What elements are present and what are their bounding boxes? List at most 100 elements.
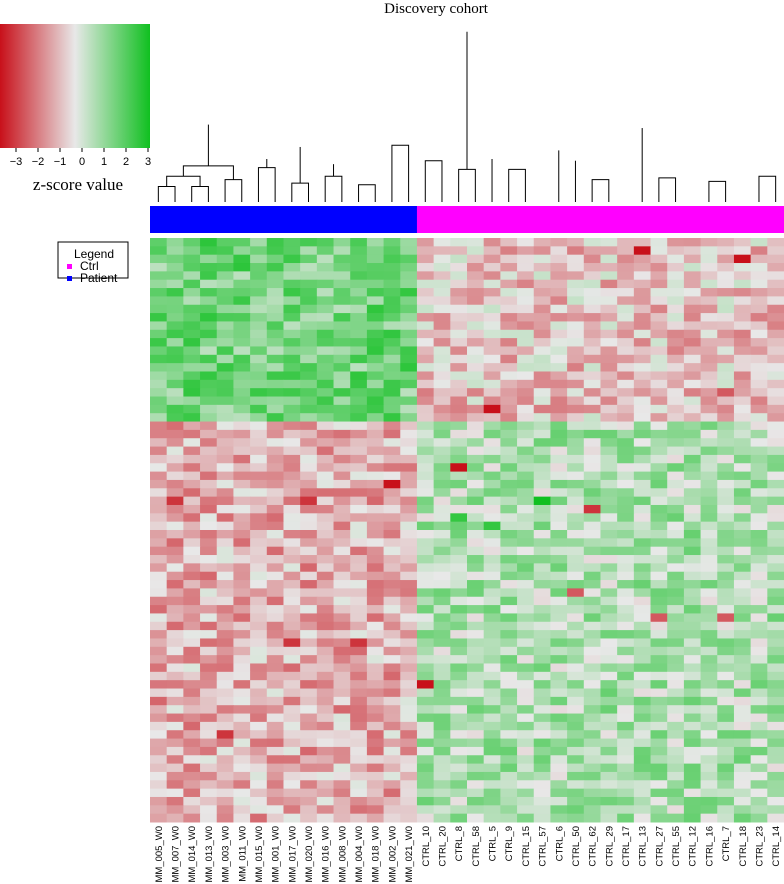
heatmap-cell bbox=[233, 813, 251, 823]
heatmap-cell bbox=[633, 596, 652, 606]
heatmap-cell bbox=[750, 288, 768, 297]
heatmap-cell bbox=[400, 263, 418, 272]
heatmap-cell bbox=[283, 813, 301, 823]
heatmap-cell bbox=[433, 504, 451, 514]
heatmap-cell bbox=[700, 496, 718, 506]
heatmap-cell bbox=[517, 530, 535, 539]
heatmap-cell bbox=[583, 538, 601, 548]
heatmap-cell bbox=[250, 588, 268, 598]
heatmap-cell bbox=[467, 454, 485, 464]
heatmap-cell bbox=[266, 304, 284, 314]
heatmap-cell bbox=[283, 338, 301, 347]
heatmap-cell bbox=[617, 363, 635, 372]
heatmap-cell bbox=[383, 813, 401, 823]
heatmap-cell bbox=[700, 780, 718, 790]
heatmap-cell bbox=[667, 238, 685, 247]
heatmap-cell bbox=[350, 246, 368, 256]
heatmap-cell bbox=[216, 513, 234, 523]
heatmap-cell bbox=[366, 730, 385, 740]
heatmap-cell bbox=[233, 271, 251, 281]
heatmap-cell bbox=[400, 596, 418, 606]
heatmap-cell bbox=[316, 288, 335, 297]
heatmap-cell bbox=[550, 338, 568, 347]
heatmap-cell bbox=[200, 630, 218, 639]
heatmap-cell bbox=[733, 471, 752, 481]
column-label: CTRL_18 bbox=[738, 826, 749, 867]
heatmap-cell bbox=[316, 346, 335, 356]
heatmap-cell bbox=[216, 763, 234, 773]
heatmap-cells bbox=[150, 238, 784, 823]
heatmap-cell bbox=[166, 788, 184, 798]
heatmap-cell bbox=[333, 396, 351, 406]
heatmap-cell bbox=[717, 721, 735, 731]
heatmap-cell bbox=[767, 354, 784, 364]
heatmap-cell bbox=[717, 421, 735, 431]
heatmap-cell bbox=[567, 371, 585, 381]
heatmap-cell bbox=[316, 338, 335, 347]
heatmap-cell bbox=[350, 713, 368, 723]
heatmap-cell bbox=[350, 446, 368, 456]
heatmap-cell bbox=[717, 713, 735, 723]
heatmap-cell bbox=[350, 730, 368, 740]
heatmap-cell bbox=[350, 454, 368, 464]
heatmap-cell bbox=[283, 463, 301, 473]
heatmap-cell bbox=[350, 313, 368, 322]
heatmap-cell bbox=[650, 555, 668, 564]
heatmap-cell bbox=[567, 413, 585, 423]
heatmap-cell bbox=[567, 688, 585, 698]
heatmap-cell bbox=[250, 705, 268, 715]
heatmap-cell bbox=[283, 238, 301, 247]
heatmap-cell bbox=[400, 771, 418, 781]
heatmap-cell bbox=[400, 571, 418, 581]
heatmap-cell bbox=[517, 663, 535, 673]
heatmap-cell bbox=[617, 613, 635, 623]
heatmap-cell bbox=[283, 646, 301, 656]
legend-frame bbox=[57, 241, 129, 279]
heatmap-cell bbox=[150, 571, 168, 581]
heatmap-cell bbox=[283, 763, 301, 773]
heatmap-cell bbox=[400, 538, 418, 548]
heatmap-cell bbox=[500, 313, 518, 322]
heatmap-cell bbox=[500, 555, 518, 564]
heatmap-cell bbox=[266, 396, 284, 406]
heatmap-cell bbox=[467, 730, 485, 740]
heatmap-cell bbox=[200, 605, 218, 614]
heatmap-cell bbox=[633, 680, 652, 690]
heatmap-cell bbox=[450, 454, 468, 464]
heatmap-cell bbox=[700, 438, 718, 448]
heatmap-cell bbox=[550, 538, 568, 548]
heatmap-cell bbox=[500, 421, 518, 431]
heatmap-cell bbox=[333, 263, 351, 272]
heatmap-cell bbox=[383, 296, 401, 306]
heatmap-cell bbox=[400, 613, 418, 623]
heatmap-cell bbox=[400, 496, 418, 506]
heatmap-cell bbox=[500, 580, 518, 589]
heatmap-cell bbox=[166, 521, 184, 531]
heatmap-cell bbox=[650, 371, 668, 381]
heatmap-cell bbox=[200, 613, 218, 623]
heatmap-cell bbox=[400, 530, 418, 539]
heatmap-cell bbox=[150, 671, 168, 681]
heatmap-cell bbox=[366, 338, 385, 347]
heatmap-cell bbox=[533, 513, 551, 523]
heatmap-cell bbox=[433, 663, 451, 673]
heatmap-cell bbox=[667, 354, 685, 364]
heatmap-cell bbox=[667, 413, 685, 423]
heatmap-cell bbox=[733, 713, 752, 723]
heatmap-cell bbox=[483, 763, 501, 773]
heatmap-cell bbox=[250, 438, 268, 448]
heatmap-cell bbox=[383, 546, 401, 556]
heatmap-cell bbox=[183, 563, 201, 573]
heatmap-cell bbox=[467, 538, 485, 548]
heatmap-cell bbox=[517, 721, 535, 731]
heatmap-cell bbox=[517, 421, 535, 431]
heatmap-cell bbox=[567, 738, 585, 748]
heatmap-cell bbox=[266, 446, 284, 456]
heatmap-cell bbox=[750, 471, 768, 481]
heatmap-cell bbox=[633, 413, 652, 423]
heatmap-cell bbox=[283, 429, 301, 439]
heatmap-cell bbox=[233, 438, 251, 448]
heatmap-cell bbox=[250, 555, 268, 564]
heatmap-cell bbox=[633, 304, 652, 314]
heatmap-cell bbox=[166, 279, 184, 289]
